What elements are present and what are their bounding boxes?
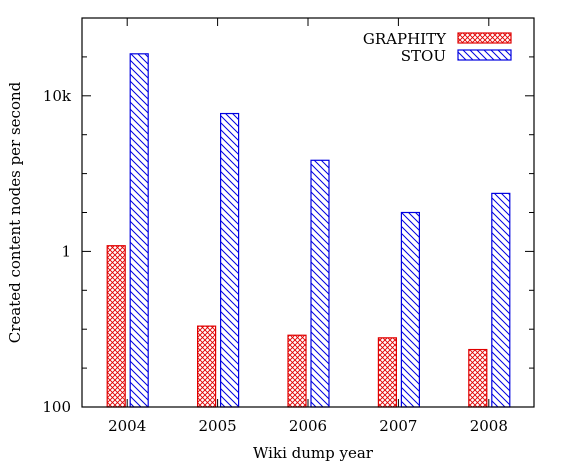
- x-tick-label: 2005: [199, 417, 237, 435]
- y-tick-label: 1: [61, 242, 71, 260]
- legend-swatch-graphity: [457, 32, 512, 44]
- bar-stou-2007: [400, 211, 420, 408]
- legend-swatch-stou: [457, 49, 512, 61]
- bar-graphity-2005: [197, 325, 217, 408]
- y-tick-label: 10k: [43, 87, 72, 105]
- bar-stou-2005: [220, 112, 240, 408]
- bar-graphity-2004: [106, 245, 126, 408]
- bar-stou-2006: [310, 159, 330, 408]
- bar-graphity-2007: [377, 337, 397, 408]
- x-tick-label: 2008: [470, 417, 508, 435]
- bar-stou-2004: [129, 53, 149, 408]
- x-tick-label: 2007: [379, 417, 417, 435]
- plot-frame: [81, 17, 535, 408]
- y-tick-label: 100: [42, 398, 71, 416]
- bar-graphity-2006: [287, 334, 307, 408]
- legend-label-stou: STOU: [401, 47, 446, 65]
- x-axis-label: Wiki dump year: [253, 444, 374, 462]
- bar-graphity-2008: [468, 348, 488, 408]
- x-tick-label: 2004: [108, 417, 146, 435]
- legend-label-graphity: GRAPHITY: [363, 30, 447, 48]
- bar-stou-2008: [491, 192, 511, 408]
- x-tick-label: 2006: [289, 417, 327, 435]
- y-axis-label: Created content nodes per second: [6, 81, 24, 343]
